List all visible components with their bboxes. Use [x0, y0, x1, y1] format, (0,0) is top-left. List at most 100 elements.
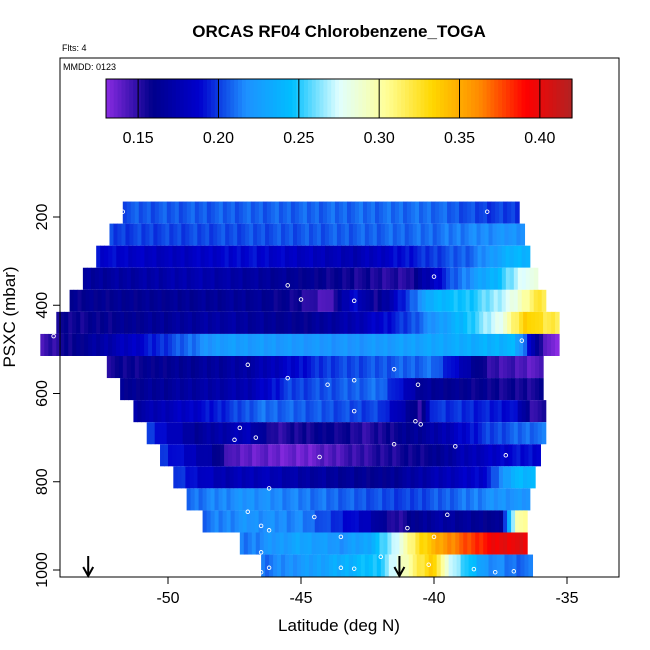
heatmap-cell [278, 488, 283, 511]
heatmap-cell [279, 311, 285, 334]
heatmap-cell [228, 245, 234, 268]
heatmap-cell [88, 311, 93, 334]
colorbar-swatch [362, 79, 367, 118]
heatmap-cell [327, 311, 333, 334]
heatmap-cell [237, 289, 243, 312]
heatmap-cell [391, 378, 397, 401]
heatmap-cell [547, 333, 552, 356]
heatmap-cell [517, 245, 523, 268]
colorbar-tick-label: 0.20 [203, 130, 234, 147]
heatmap-cell [389, 245, 394, 268]
heatmap-cell [360, 554, 366, 577]
heatmap-cell [358, 355, 364, 379]
heatmap-cell [412, 444, 417, 467]
heatmap-cell [483, 311, 488, 334]
heatmap-cell [461, 400, 467, 423]
heatmap-cell [182, 201, 188, 224]
heatmap-cell [328, 554, 334, 577]
colorbar-swatch [408, 79, 414, 118]
heatmap-cell [363, 333, 369, 356]
heatmap-cell [385, 400, 391, 423]
heatmap-cell [541, 422, 547, 445]
sample-point [285, 375, 290, 381]
heatmap-cell [358, 466, 363, 489]
heatmap-cell [175, 378, 181, 401]
heatmap-cell [250, 488, 256, 511]
heatmap-cell [527, 378, 532, 401]
heatmap-cell [374, 267, 379, 290]
heatmap-cell [234, 422, 240, 445]
heatmap-cell [390, 510, 396, 533]
heatmap-cell [402, 355, 408, 379]
heatmap-cell [383, 378, 389, 401]
heatmap-cell [517, 488, 523, 511]
heatmap-cell [162, 355, 168, 379]
heatmap-cell [249, 223, 254, 246]
sample-point [266, 486, 272, 491]
heatmap-cell [259, 333, 265, 356]
heatmap-cell [168, 378, 173, 401]
colorbar-swatch [544, 79, 550, 118]
colorbar-swatch [203, 79, 208, 118]
heatmap-cell [258, 201, 264, 224]
heatmap-cell [274, 201, 280, 224]
heatmap-cell [440, 554, 446, 577]
heatmap-cell [179, 333, 185, 356]
heatmap-cell [430, 422, 435, 445]
heatmap-cell [294, 355, 300, 379]
heatmap-cell [100, 311, 105, 334]
heatmap-cell [415, 201, 420, 224]
heatmap-cell [410, 488, 415, 511]
colorbar-swatch [354, 79, 360, 118]
heatmap-cell [274, 267, 279, 290]
heatmap-cell [101, 289, 107, 312]
heatmap-cell [527, 466, 532, 489]
heatmap-cell [218, 422, 224, 445]
heatmap-cell [525, 488, 531, 511]
heatmap-cell [393, 289, 399, 312]
heatmap-cell [180, 245, 186, 268]
heatmap-cell [178, 355, 184, 379]
colorbar-swatch [311, 79, 317, 118]
heatmap-cell [388, 223, 394, 246]
heatmap-cell [343, 333, 349, 356]
heatmap-cell [187, 378, 193, 401]
heatmap-cell [254, 422, 260, 445]
heatmap-cell [261, 223, 266, 246]
heatmap-cell [303, 378, 309, 401]
heatmap-cell [391, 201, 396, 224]
heatmap-cell [299, 333, 305, 356]
heatmap-cell [102, 267, 108, 290]
heatmap-cell [402, 510, 408, 533]
heatmap-cell [465, 422, 471, 445]
heatmap-cell [435, 333, 440, 356]
heatmap-cell [370, 488, 375, 511]
heatmap-cell [474, 466, 480, 489]
heatmap-cell [320, 554, 326, 577]
heatmap-cell [161, 289, 167, 312]
heatmap-cell [507, 532, 512, 555]
heatmap-cell [234, 488, 240, 511]
heatmap-cell [431, 378, 436, 401]
heatmap-cell [281, 289, 287, 312]
heatmap-cell [271, 311, 277, 334]
heatmap-cell [525, 289, 531, 312]
heatmap-cell [331, 311, 337, 334]
heatmap-cell [270, 422, 275, 445]
heatmap-cell [285, 554, 290, 577]
heatmap-cell [304, 444, 309, 467]
heatmap-cell [515, 333, 520, 356]
heatmap-cell [330, 201, 336, 224]
heatmap-cell [165, 223, 170, 246]
heatmap-cell [226, 422, 232, 445]
heatmap-cell [328, 444, 333, 467]
heatmap-cell [492, 223, 498, 246]
heatmap-cell [269, 289, 275, 312]
heatmap-cell [426, 510, 432, 533]
heatmap-cell [445, 422, 451, 445]
heatmap-cell [339, 532, 345, 555]
heatmap-cell [166, 422, 172, 445]
colorbar-swatch [109, 79, 115, 118]
heatmap-cell [513, 245, 519, 268]
heatmap-cell [134, 201, 140, 224]
